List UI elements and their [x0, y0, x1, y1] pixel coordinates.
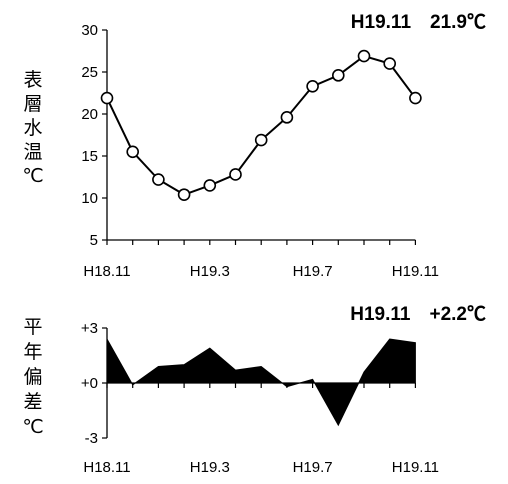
anomaly-area — [106, 337, 416, 427]
y-label-char: ℃ — [22, 416, 43, 438]
data-point — [280, 111, 294, 124]
chart-title: H19.11 21.9℃ — [351, 12, 486, 33]
x-tick-label: H19.7 — [293, 263, 333, 280]
data-point — [383, 57, 397, 70]
data-point — [331, 69, 345, 82]
y-tick-label: 30 — [81, 22, 98, 39]
x-tick-label: H18.11 — [83, 263, 130, 280]
x-tick-label: H19.7 — [293, 459, 333, 476]
data-point — [357, 49, 371, 63]
data-point — [100, 91, 114, 105]
data-point — [152, 173, 165, 186]
y-label-char: 温 — [23, 141, 42, 163]
x-tick-label: H18.11 — [83, 459, 130, 476]
x-tick-label: H19.11 — [392, 459, 439, 476]
data-point — [203, 179, 217, 192]
x-tick-labels: H18.11 H19.3 H19.7 H19.11 — [83, 263, 439, 280]
data-point — [229, 168, 242, 181]
chart-title: H19.11 +2.2℃ — [350, 304, 486, 325]
data-point — [306, 79, 319, 93]
y-label-char: 表 — [23, 69, 42, 91]
y-label-char: ℃ — [22, 165, 43, 187]
y-label-char: 平 — [23, 316, 42, 338]
y-tick-label: 20 — [81, 106, 98, 123]
x-tick-label: H19.3 — [190, 459, 230, 476]
data-point — [409, 91, 422, 105]
series-area — [106, 337, 416, 427]
x-tick-label: H19.11 — [392, 263, 439, 280]
y-tick-label: 5 — [90, 232, 98, 249]
y-tick-label: 15 — [81, 148, 98, 165]
data-point — [177, 188, 191, 201]
y-tick-label: 25 — [81, 64, 98, 81]
y-tick-label: -3 — [85, 430, 98, 447]
y-label-char: 年 — [23, 341, 42, 363]
y-label-char: 水 — [23, 117, 42, 139]
y-tick-labels: -3 +0 +3 — [81, 320, 98, 447]
y-tick-label: 10 — [81, 190, 98, 207]
x-tick-label: H19.3 — [190, 263, 230, 280]
axes — [102, 327, 416, 439]
y-tick-label: +3 — [81, 320, 98, 337]
x-tick-labels: H18.11 H19.3 H19.7 H19.11 — [83, 459, 439, 476]
y-tick-labels: 5 10 15 20 25 30 — [81, 22, 98, 249]
series-line-path — [106, 54, 417, 196]
y-label-char: 層 — [23, 93, 42, 115]
y-label-char: 差 — [23, 391, 42, 413]
data-point — [126, 145, 139, 159]
y-tick-label: +0 — [81, 375, 98, 392]
series-line — [100, 49, 422, 201]
data-point — [254, 133, 268, 147]
y-label-char: 偏 — [23, 366, 42, 388]
axes — [102, 29, 416, 245]
